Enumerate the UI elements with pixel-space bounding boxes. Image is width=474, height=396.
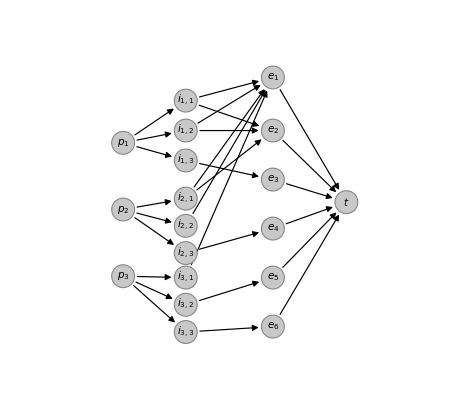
Text: $i_{3,3}$: $i_{3,3}$ xyxy=(177,324,194,340)
Text: $e_2$: $e_2$ xyxy=(267,125,279,137)
Text: $i_{3,1}$: $i_{3,1}$ xyxy=(177,270,194,285)
Text: $i_{2,2}$: $i_{2,2}$ xyxy=(177,218,194,233)
Circle shape xyxy=(112,198,135,221)
Circle shape xyxy=(262,266,284,289)
Text: $p_1$: $p_1$ xyxy=(117,137,129,149)
Circle shape xyxy=(174,214,197,237)
Circle shape xyxy=(112,265,135,287)
Text: $i_{2,1}$: $i_{2,1}$ xyxy=(177,191,194,206)
Circle shape xyxy=(262,315,284,338)
Text: $e_5$: $e_5$ xyxy=(267,272,279,284)
Text: $i_{1,1}$: $i_{1,1}$ xyxy=(177,93,194,108)
Circle shape xyxy=(174,266,197,289)
Circle shape xyxy=(262,217,284,240)
Circle shape xyxy=(174,293,197,316)
Text: $e_1$: $e_1$ xyxy=(267,72,279,84)
Circle shape xyxy=(174,321,197,343)
Text: $e_6$: $e_6$ xyxy=(266,321,279,333)
Text: $e_3$: $e_3$ xyxy=(267,174,279,185)
Circle shape xyxy=(174,187,197,210)
Circle shape xyxy=(174,242,197,265)
Circle shape xyxy=(335,191,358,213)
Text: $e_4$: $e_4$ xyxy=(266,223,279,234)
Text: $i_{1,3}$: $i_{1,3}$ xyxy=(177,153,194,168)
Text: $i_{2,3}$: $i_{2,3}$ xyxy=(177,246,194,261)
Circle shape xyxy=(262,66,284,89)
Circle shape xyxy=(174,119,197,142)
Text: $p_2$: $p_2$ xyxy=(117,204,129,215)
Text: $i_{1,2}$: $i_{1,2}$ xyxy=(177,123,194,138)
Text: $p_3$: $p_3$ xyxy=(117,270,129,282)
Circle shape xyxy=(262,119,284,142)
Circle shape xyxy=(262,168,284,191)
Circle shape xyxy=(112,131,135,154)
Text: $i_{3,2}$: $i_{3,2}$ xyxy=(177,297,194,312)
Text: $t$: $t$ xyxy=(343,196,350,208)
Circle shape xyxy=(174,89,197,112)
Circle shape xyxy=(174,149,197,172)
